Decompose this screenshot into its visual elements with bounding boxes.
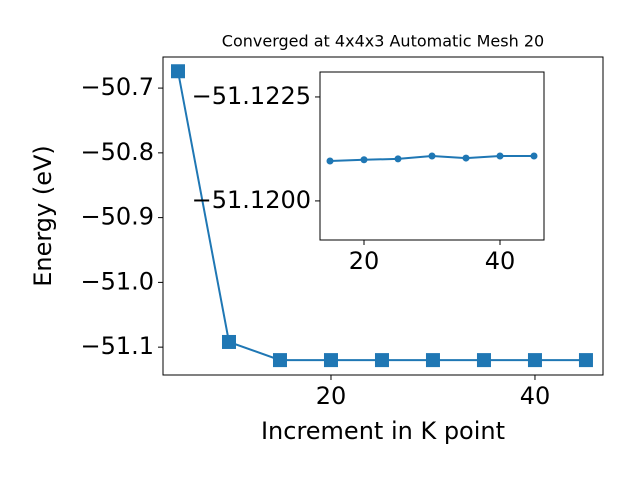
y-tick-label: −50.7 [80, 73, 154, 101]
x-axis-label: Increment in K point [261, 417, 505, 445]
marker [428, 152, 436, 160]
x-tick-label: 40 [520, 382, 551, 410]
marker [170, 64, 185, 79]
marker [476, 353, 491, 368]
marker [323, 353, 338, 368]
y-tick-label: −50.9 [80, 203, 154, 231]
x-tick-label: 40 [485, 247, 516, 275]
marker [527, 353, 542, 368]
inset-axes: 20 40 −51.1225 −51.1200 [192, 71, 545, 275]
y-axis-label: Energy (eV) [29, 145, 57, 287]
y-tick-label: −50.8 [80, 138, 154, 166]
y-tick-label: −51.1200 [192, 186, 311, 214]
y-tick-label: −51.0 [80, 267, 154, 295]
marker [326, 157, 334, 165]
marker [272, 353, 287, 368]
x-tick-label: 20 [349, 247, 380, 275]
marker [496, 152, 504, 160]
marker [425, 353, 440, 368]
marker [578, 353, 593, 368]
marker [374, 353, 389, 368]
y-tick-label: −51.1225 [192, 82, 311, 110]
chart-title: Converged at 4x4x3 Automatic Mesh 20 [222, 32, 544, 51]
marker [394, 155, 402, 163]
marker [530, 152, 538, 160]
marker [221, 334, 236, 349]
marker [462, 154, 470, 162]
x-tick-label: 20 [316, 382, 347, 410]
y-tick-label: −51.1 [80, 332, 154, 360]
marker [360, 156, 368, 164]
